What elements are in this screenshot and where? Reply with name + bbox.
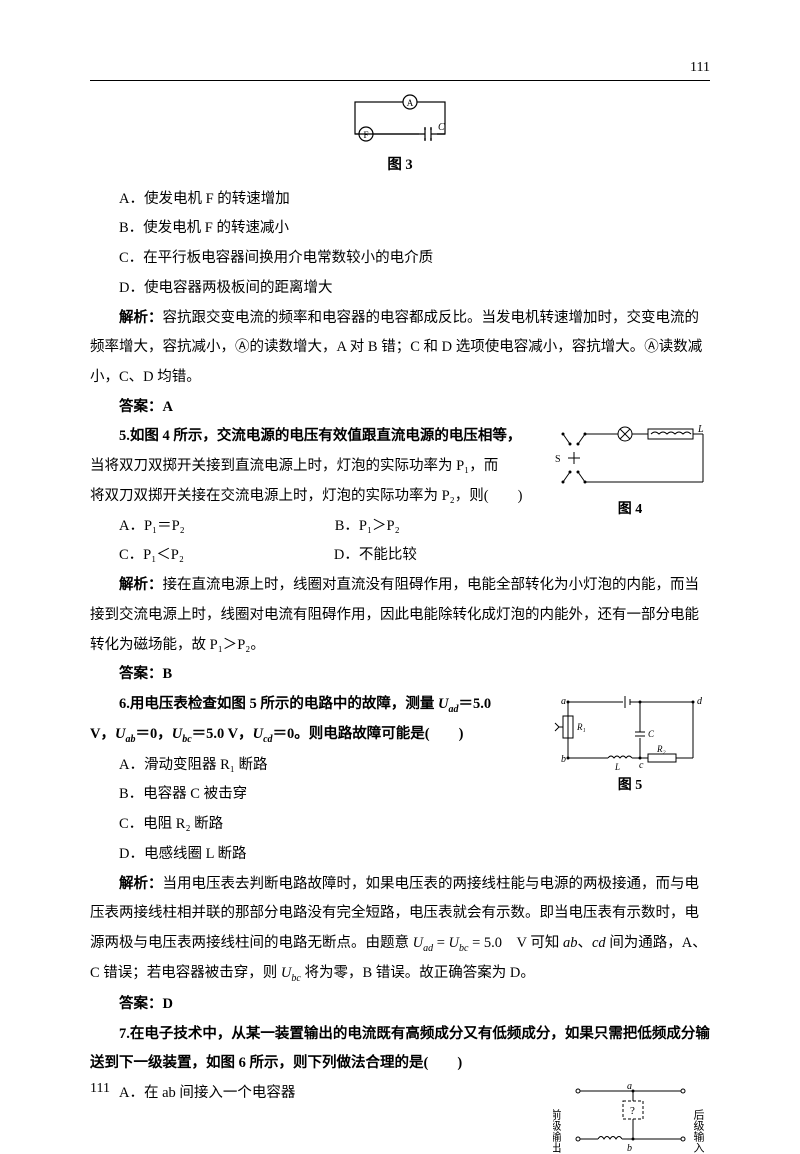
svg-text:A: A <box>407 98 414 108</box>
svg-text:b: b <box>627 1143 632 1154</box>
svg-text:b: b <box>561 754 566 765</box>
q4-option-b: B．使发电机 F 的转速减小 <box>90 214 710 244</box>
q4-option-d: D．使电容器两极板间的距离增大 <box>90 274 710 304</box>
svg-text:a: a <box>561 696 566 707</box>
circuit-fig6-svg: 前级输出 后级输入 ? a b <box>553 1079 708 1154</box>
q6-answer: 答案：D <box>90 990 710 1020</box>
figure-3-caption: 图 3 <box>90 151 710 181</box>
figure-5: a d R₁ L R₂ b c C <box>550 690 710 801</box>
page-number-bottom: 111 <box>90 1081 110 1097</box>
svg-text:a: a <box>627 1081 632 1092</box>
svg-text:c: c <box>639 760 644 770</box>
q6-option-c: C．电阻 R₂ 断路 <box>90 810 710 840</box>
figure-3: A F C <box>90 90 710 145</box>
circuit-fig4-svg: S L <box>553 422 708 494</box>
q5-options-row2: C．P₁＜P₂D．不能比较 <box>90 541 710 571</box>
svg-text:R₂: R₂ <box>656 744 666 754</box>
header-rule <box>90 80 710 81</box>
content-area: A F C 图 3 A．使发电机 F 的转速增加 B．使发电机 F 的转速减小 <box>90 90 710 1109</box>
q4-analysis: 解析：容抗跟交变电流的频率和电容器的电容都成反比。当发电机转速增加时，交变电流的… <box>90 304 710 393</box>
figure-4: S L 图 4 <box>550 422 710 525</box>
svg-text:L: L <box>697 424 704 435</box>
svg-text:后级输入: 后级输入 <box>692 1109 705 1153</box>
q6-analysis: 解析：当用电压表去判断电路故障时，如果电压表的两接线柱能与电源的两极接通，而与电… <box>90 870 710 990</box>
svg-text:L: L <box>614 762 620 770</box>
svg-text:d: d <box>697 696 703 707</box>
svg-text:F: F <box>363 130 368 140</box>
figure-5-caption: 图 5 <box>550 772 710 801</box>
q6-option-d: D．电感线圈 L 断路 <box>90 840 710 870</box>
circuit-fig3-svg: A F C <box>340 90 460 145</box>
q4-answer: 答案：A <box>90 393 710 423</box>
svg-text:S: S <box>555 454 561 465</box>
analysis-label: 解析： <box>119 310 163 326</box>
q4-option-c: C．在平行板电容器间换用介电常数较小的电介质 <box>90 244 710 274</box>
svg-text:R₁: R₁ <box>576 722 586 732</box>
svg-text:C: C <box>648 729 655 739</box>
figure-4-caption: 图 4 <box>550 496 710 525</box>
svg-text:C: C <box>438 122 445 133</box>
svg-text:?: ? <box>630 1105 635 1117</box>
q4-option-a: A．使发电机 F 的转速增加 <box>90 185 710 215</box>
figure-6: 前级输出 后级输入 ? a b <box>550 1079 710 1154</box>
q5-analysis: 解析：接在直流电源上时，线圈对直流没有阻碍作用，电能全部转化为小灯泡的内能，而当… <box>90 571 710 660</box>
q7-stem: 7.在电子技术中，从某一装置输出的电流既有高频成分又有低频成分，如果只需把低频成… <box>90 1020 710 1079</box>
q4-analysis-text: 容抗跟交变电流的频率和电容器的电容都成反比。当发电机转速增加时，交变电流的频率增… <box>90 310 702 385</box>
svg-text:前级输出: 前级输出 <box>553 1108 562 1153</box>
page-number-top: 111 <box>690 60 710 76</box>
q5-answer: 答案：B <box>90 660 710 690</box>
circuit-fig5-svg: a d R₁ L R₂ b c C <box>553 690 708 770</box>
